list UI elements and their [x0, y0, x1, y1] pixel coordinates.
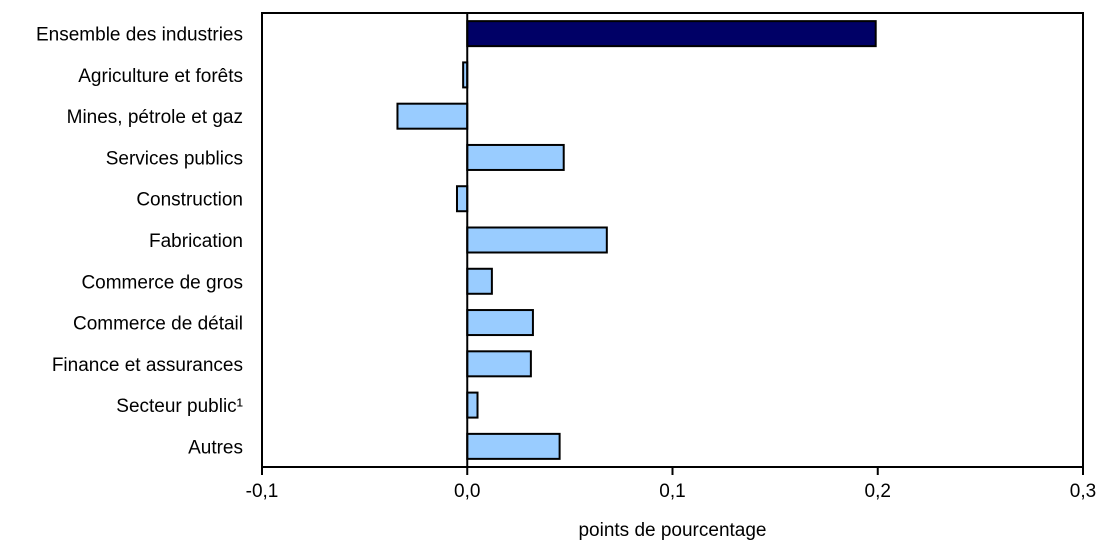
bars	[396, 20, 877, 460]
bar	[466, 432, 561, 460]
category-label: Ensemble des industries	[36, 25, 243, 46]
bar	[466, 226, 608, 254]
x-tick-label: 0,1	[659, 481, 685, 502]
x-tick-label: 0,3	[1070, 481, 1096, 502]
category-label: Commerce de gros	[81, 272, 243, 293]
x-tick-label: -0,1	[246, 481, 279, 502]
bar	[466, 309, 534, 337]
category-label: Secteur public¹	[116, 396, 243, 417]
category-label: Mines, pétrole et gaz	[67, 107, 243, 128]
category-label: Autres	[188, 437, 243, 458]
x-tick-label: 0,2	[865, 481, 891, 502]
bar	[455, 185, 469, 213]
category-labels: Ensemble des industries Agriculture et fo…	[36, 25, 243, 459]
bar	[466, 267, 493, 295]
category-label: Fabrication	[149, 231, 243, 252]
plot-frame	[261, 12, 1084, 468]
category-label: Construction	[136, 190, 243, 211]
bar	[466, 143, 565, 171]
x-tick-label: 0,0	[454, 481, 480, 502]
category-label: Finance et assurances	[52, 355, 243, 376]
bar	[466, 391, 479, 419]
category-label: Agriculture et forêts	[78, 66, 243, 87]
bar	[396, 102, 469, 130]
bar	[466, 20, 877, 48]
category-label: Services publics	[106, 148, 243, 169]
x-axis-title: points de pourcentage	[578, 520, 766, 541]
x-axis-ticks: -0,1 0,0 0,1 0,2 0,3	[246, 467, 1096, 502]
bar	[466, 350, 532, 378]
category-label: Commerce de détail	[73, 314, 243, 335]
